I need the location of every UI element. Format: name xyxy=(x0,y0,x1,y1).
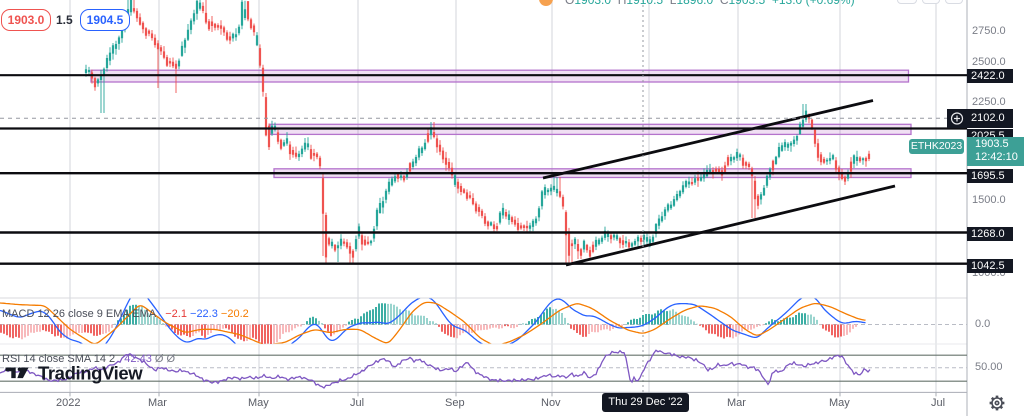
svg-text:TradingView: TradingView xyxy=(38,364,143,383)
